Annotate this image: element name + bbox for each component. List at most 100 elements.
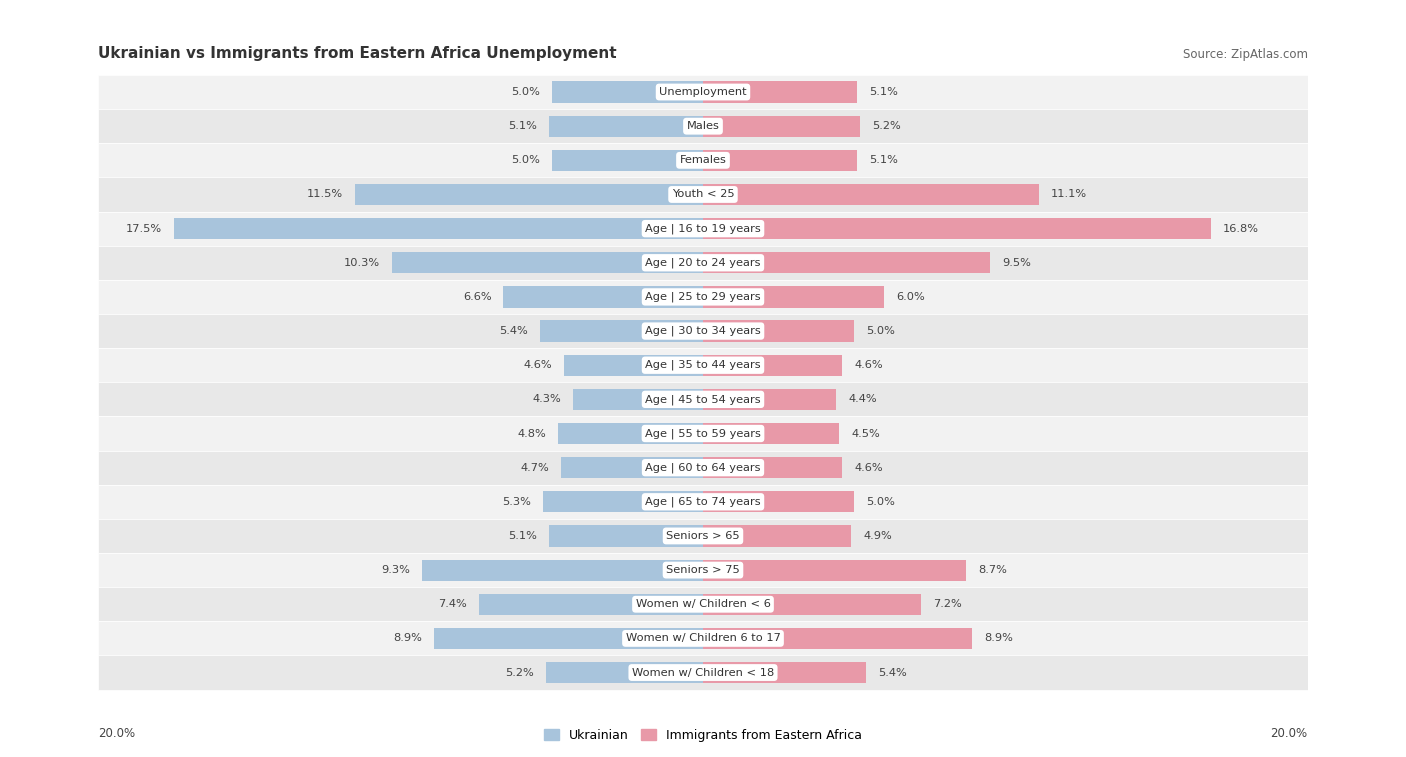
Text: 8.9%: 8.9%	[984, 634, 1012, 643]
Bar	[98, 211, 1308, 246]
Text: 8.7%: 8.7%	[979, 565, 1007, 575]
Text: Women w/ Children < 18: Women w/ Children < 18	[631, 668, 775, 678]
Bar	[703, 286, 884, 307]
Text: 5.0%: 5.0%	[510, 155, 540, 165]
Bar	[392, 252, 703, 273]
Bar	[558, 423, 703, 444]
Text: Ukrainian vs Immigrants from Eastern Africa Unemployment: Ukrainian vs Immigrants from Eastern Afr…	[98, 45, 617, 61]
Bar	[98, 416, 1308, 450]
Bar	[703, 662, 866, 683]
Bar	[98, 587, 1308, 621]
Text: 10.3%: 10.3%	[343, 258, 380, 268]
Text: 5.1%: 5.1%	[508, 121, 537, 131]
Text: 7.4%: 7.4%	[439, 600, 467, 609]
Text: Age | 30 to 34 years: Age | 30 to 34 years	[645, 326, 761, 336]
Text: Age | 25 to 29 years: Age | 25 to 29 years	[645, 291, 761, 302]
Bar	[98, 621, 1308, 656]
Bar	[98, 484, 1308, 519]
Text: 6.6%: 6.6%	[463, 292, 492, 302]
Text: 20.0%: 20.0%	[1271, 727, 1308, 740]
Text: Youth < 25: Youth < 25	[672, 189, 734, 200]
Text: 4.3%: 4.3%	[533, 394, 561, 404]
Bar	[703, 116, 860, 137]
Bar	[98, 109, 1308, 143]
Bar	[703, 525, 851, 547]
Bar	[434, 628, 703, 649]
Bar	[479, 593, 703, 615]
Bar	[174, 218, 703, 239]
Text: 17.5%: 17.5%	[125, 223, 162, 234]
Text: Age | 20 to 24 years: Age | 20 to 24 years	[645, 257, 761, 268]
Text: Women w/ Children < 6: Women w/ Children < 6	[636, 600, 770, 609]
Bar	[548, 525, 703, 547]
Bar	[703, 184, 1039, 205]
Bar	[543, 491, 703, 512]
Bar	[503, 286, 703, 307]
Text: 5.3%: 5.3%	[502, 497, 530, 506]
Text: Unemployment: Unemployment	[659, 87, 747, 97]
Bar	[551, 82, 703, 103]
Text: 5.1%: 5.1%	[508, 531, 537, 541]
Text: Age | 65 to 74 years: Age | 65 to 74 years	[645, 497, 761, 507]
Text: 5.0%: 5.0%	[866, 326, 896, 336]
Text: 5.1%: 5.1%	[869, 87, 898, 97]
Bar	[98, 75, 1308, 109]
Bar	[561, 457, 703, 478]
Text: 8.9%: 8.9%	[394, 634, 422, 643]
Text: 4.9%: 4.9%	[863, 531, 891, 541]
Text: Age | 55 to 59 years: Age | 55 to 59 years	[645, 428, 761, 439]
Bar	[548, 116, 703, 137]
Bar	[703, 559, 966, 581]
Bar	[703, 389, 837, 410]
Bar	[703, 150, 858, 171]
Text: Seniors > 65: Seniors > 65	[666, 531, 740, 541]
Bar	[98, 246, 1308, 280]
Bar	[98, 553, 1308, 587]
Text: 16.8%: 16.8%	[1223, 223, 1258, 234]
Text: Source: ZipAtlas.com: Source: ZipAtlas.com	[1182, 48, 1308, 61]
Bar	[98, 143, 1308, 177]
Text: 20.0%: 20.0%	[98, 727, 135, 740]
Text: 5.4%: 5.4%	[499, 326, 527, 336]
Text: 4.7%: 4.7%	[520, 463, 548, 472]
Bar	[98, 656, 1308, 690]
Bar	[98, 280, 1308, 314]
Bar	[703, 457, 842, 478]
Bar	[98, 177, 1308, 211]
Text: 11.1%: 11.1%	[1050, 189, 1087, 200]
Text: 9.3%: 9.3%	[381, 565, 409, 575]
Text: Age | 45 to 54 years: Age | 45 to 54 years	[645, 394, 761, 404]
Bar	[98, 382, 1308, 416]
Bar	[98, 450, 1308, 484]
Bar	[422, 559, 703, 581]
Text: Women w/ Children 6 to 17: Women w/ Children 6 to 17	[626, 634, 780, 643]
Bar	[574, 389, 703, 410]
Text: Age | 60 to 64 years: Age | 60 to 64 years	[645, 463, 761, 473]
Text: 7.2%: 7.2%	[932, 600, 962, 609]
Text: Age | 35 to 44 years: Age | 35 to 44 years	[645, 360, 761, 370]
Text: 6.0%: 6.0%	[897, 292, 925, 302]
Text: Males: Males	[686, 121, 720, 131]
Text: 5.2%: 5.2%	[505, 668, 534, 678]
Bar	[564, 354, 703, 375]
Text: 4.6%: 4.6%	[855, 463, 883, 472]
Bar	[703, 593, 921, 615]
Text: Age | 16 to 19 years: Age | 16 to 19 years	[645, 223, 761, 234]
Text: 9.5%: 9.5%	[1002, 258, 1031, 268]
Text: Females: Females	[679, 155, 727, 165]
Bar	[703, 628, 972, 649]
Bar	[356, 184, 703, 205]
Bar	[703, 354, 842, 375]
Text: 4.6%: 4.6%	[523, 360, 551, 370]
Legend: Ukrainian, Immigrants from Eastern Africa: Ukrainian, Immigrants from Eastern Afric…	[538, 724, 868, 746]
Text: 5.4%: 5.4%	[879, 668, 907, 678]
Text: 5.0%: 5.0%	[866, 497, 896, 506]
Text: 5.1%: 5.1%	[869, 155, 898, 165]
Text: 11.5%: 11.5%	[307, 189, 343, 200]
Text: 4.8%: 4.8%	[517, 428, 546, 438]
Bar	[703, 320, 855, 341]
Text: Seniors > 75: Seniors > 75	[666, 565, 740, 575]
Bar	[540, 320, 703, 341]
Bar	[98, 519, 1308, 553]
Bar	[703, 491, 855, 512]
